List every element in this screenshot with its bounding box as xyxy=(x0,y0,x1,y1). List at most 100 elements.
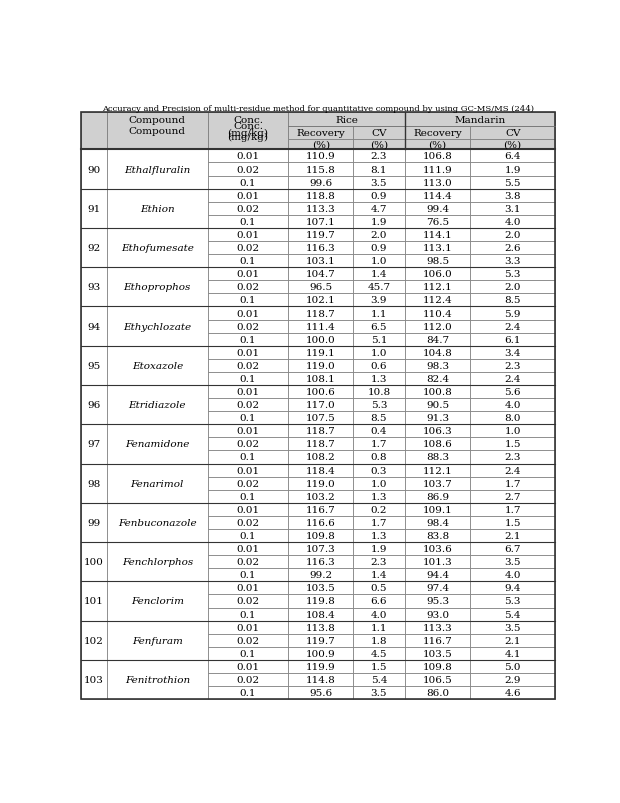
Bar xyxy=(288,190,353,202)
Bar xyxy=(107,660,208,699)
Bar xyxy=(208,529,288,542)
Bar xyxy=(471,127,555,140)
Bar xyxy=(404,451,471,464)
Bar xyxy=(353,425,404,438)
Text: 8.5: 8.5 xyxy=(505,296,521,305)
Text: 4.0: 4.0 xyxy=(505,218,521,226)
Bar xyxy=(471,113,555,127)
Text: 2.9: 2.9 xyxy=(505,675,521,684)
Text: 1.4: 1.4 xyxy=(371,270,388,279)
Bar xyxy=(404,477,471,490)
Bar xyxy=(353,177,404,190)
Bar xyxy=(353,398,404,412)
Bar xyxy=(471,255,555,268)
Bar xyxy=(208,215,288,229)
Text: 1.9: 1.9 xyxy=(371,544,388,553)
Text: 98.5: 98.5 xyxy=(426,257,449,266)
Text: 76.5: 76.5 xyxy=(426,218,449,226)
Text: 3.5: 3.5 xyxy=(371,178,388,187)
Bar xyxy=(288,529,353,542)
Text: 0.1: 0.1 xyxy=(240,532,256,540)
Text: 98: 98 xyxy=(87,479,100,488)
Bar xyxy=(208,190,288,202)
Text: 95.6: 95.6 xyxy=(309,688,332,697)
Bar xyxy=(208,542,288,556)
Text: 0.01: 0.01 xyxy=(236,153,260,161)
Bar xyxy=(404,127,471,140)
Text: 83.8: 83.8 xyxy=(426,532,449,540)
Bar xyxy=(404,242,471,255)
Bar xyxy=(404,490,471,503)
Text: 0.01: 0.01 xyxy=(236,662,260,671)
Text: 118.7: 118.7 xyxy=(306,426,335,436)
Text: 0.1: 0.1 xyxy=(240,649,256,658)
Text: 103.1: 103.1 xyxy=(306,257,335,266)
Text: 88.3: 88.3 xyxy=(426,453,449,462)
Text: 118.4: 118.4 xyxy=(306,466,335,475)
Bar xyxy=(471,529,555,542)
Text: 90.5: 90.5 xyxy=(426,401,449,410)
Bar xyxy=(81,307,107,346)
Text: 110.9: 110.9 xyxy=(306,153,335,161)
Bar xyxy=(208,113,288,150)
Bar xyxy=(288,595,353,608)
Bar xyxy=(353,647,404,660)
Text: 103.5: 103.5 xyxy=(306,584,335,593)
Text: 0.1: 0.1 xyxy=(240,492,256,501)
Text: 3.5: 3.5 xyxy=(505,557,521,566)
Text: 0.01: 0.01 xyxy=(236,623,260,632)
Bar xyxy=(288,140,353,150)
Text: Ethalfluralin: Ethalfluralin xyxy=(124,165,190,174)
Bar xyxy=(353,215,404,229)
Bar xyxy=(353,595,404,608)
Bar xyxy=(404,202,471,215)
Text: 113.8: 113.8 xyxy=(306,623,335,632)
Text: 0.01: 0.01 xyxy=(236,191,260,201)
Bar xyxy=(353,294,404,307)
Text: 45.7: 45.7 xyxy=(368,283,391,292)
Text: 5.3: 5.3 xyxy=(505,270,521,279)
Text: 0.01: 0.01 xyxy=(236,426,260,436)
Bar xyxy=(208,516,288,529)
Bar xyxy=(81,113,107,127)
Bar xyxy=(471,569,555,581)
Bar xyxy=(353,412,404,425)
Bar xyxy=(471,360,555,373)
Text: 92: 92 xyxy=(87,244,100,253)
Bar xyxy=(404,177,471,190)
Bar xyxy=(471,647,555,660)
Text: 4.5: 4.5 xyxy=(371,649,388,658)
Text: 0.02: 0.02 xyxy=(236,479,260,488)
Text: 84.7: 84.7 xyxy=(426,336,449,344)
Text: 0.9: 0.9 xyxy=(371,191,388,201)
Bar xyxy=(471,202,555,215)
Bar xyxy=(107,346,208,385)
Bar xyxy=(404,425,471,438)
Text: 91.3: 91.3 xyxy=(426,414,449,422)
Bar xyxy=(353,163,404,177)
Bar xyxy=(208,569,288,581)
Bar xyxy=(107,113,208,127)
Text: Mandarin: Mandarin xyxy=(454,116,505,124)
Text: 103.6: 103.6 xyxy=(423,544,453,553)
Bar xyxy=(471,294,555,307)
Text: Fenclorim: Fenclorim xyxy=(131,597,184,605)
Text: 10.8: 10.8 xyxy=(368,388,391,397)
Bar xyxy=(208,621,288,634)
Bar xyxy=(288,621,353,634)
Bar xyxy=(353,113,404,127)
Bar xyxy=(471,140,555,150)
Bar xyxy=(288,581,353,595)
Bar xyxy=(404,320,471,333)
Bar xyxy=(288,373,353,385)
Bar xyxy=(107,229,208,268)
Bar xyxy=(471,346,555,360)
Text: 100: 100 xyxy=(84,557,104,566)
Text: Recovery: Recovery xyxy=(296,128,345,138)
Text: 6.1: 6.1 xyxy=(505,336,521,344)
Bar xyxy=(81,503,107,542)
Text: 116.7: 116.7 xyxy=(423,636,453,645)
Bar xyxy=(471,425,555,438)
Text: 0.01: 0.01 xyxy=(236,584,260,593)
Text: 104.8: 104.8 xyxy=(423,349,453,357)
